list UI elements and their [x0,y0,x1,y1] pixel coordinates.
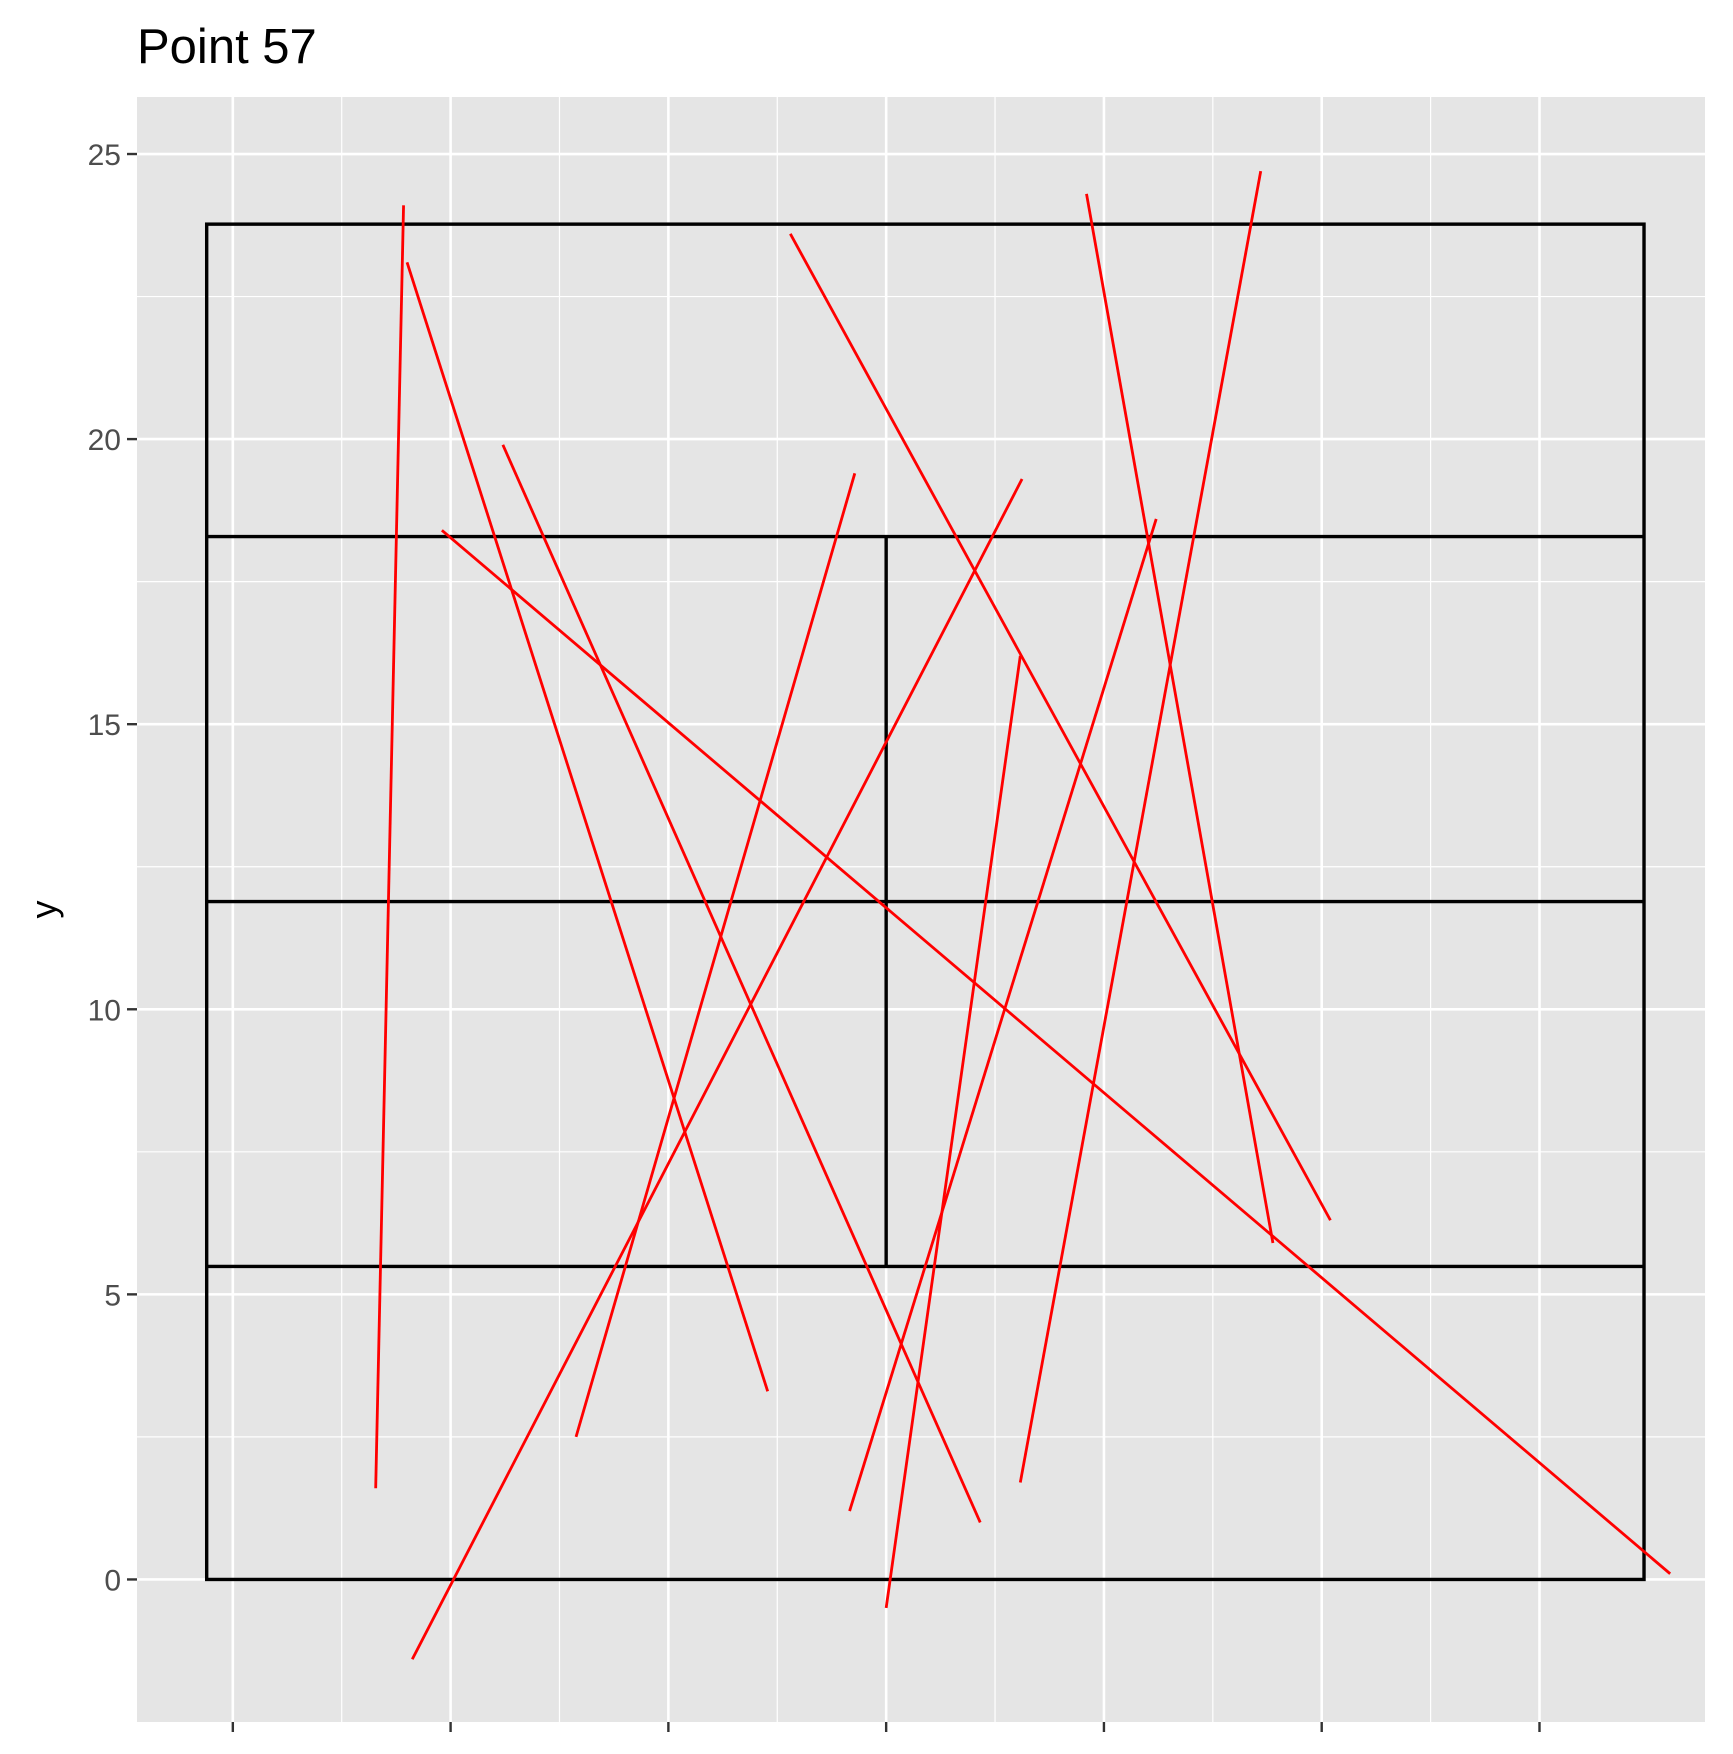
y-tick-label: 5 [104,1279,121,1312]
court-lines [204,222,1646,1582]
segment-line-10 [1085,193,1275,1244]
segment-line-11 [1018,170,1263,1483]
plot-panel [137,97,1705,1722]
segment-line-8 [884,655,1022,1609]
y-tick-label: 25 [88,139,121,172]
y-tick-label: 10 [88,994,121,1027]
y-tick-label: 20 [88,424,121,457]
trajectory-segments [374,170,1672,1660]
y-axis-title: y [23,901,64,919]
y-tick-label: 15 [88,709,121,742]
y-axis: 0 5 10 15 20 25 [88,139,1541,1732]
chart-title: Point 57 [137,20,317,74]
segment-line-2 [405,261,770,1392]
y-tick-label: 0 [104,1564,121,1597]
segment-line-6 [411,478,1024,1660]
segment-line-5 [574,472,857,1438]
segment-line-9 [848,518,1158,1512]
segment-line-1 [374,205,405,1489]
segment-line-3 [440,529,1672,1575]
